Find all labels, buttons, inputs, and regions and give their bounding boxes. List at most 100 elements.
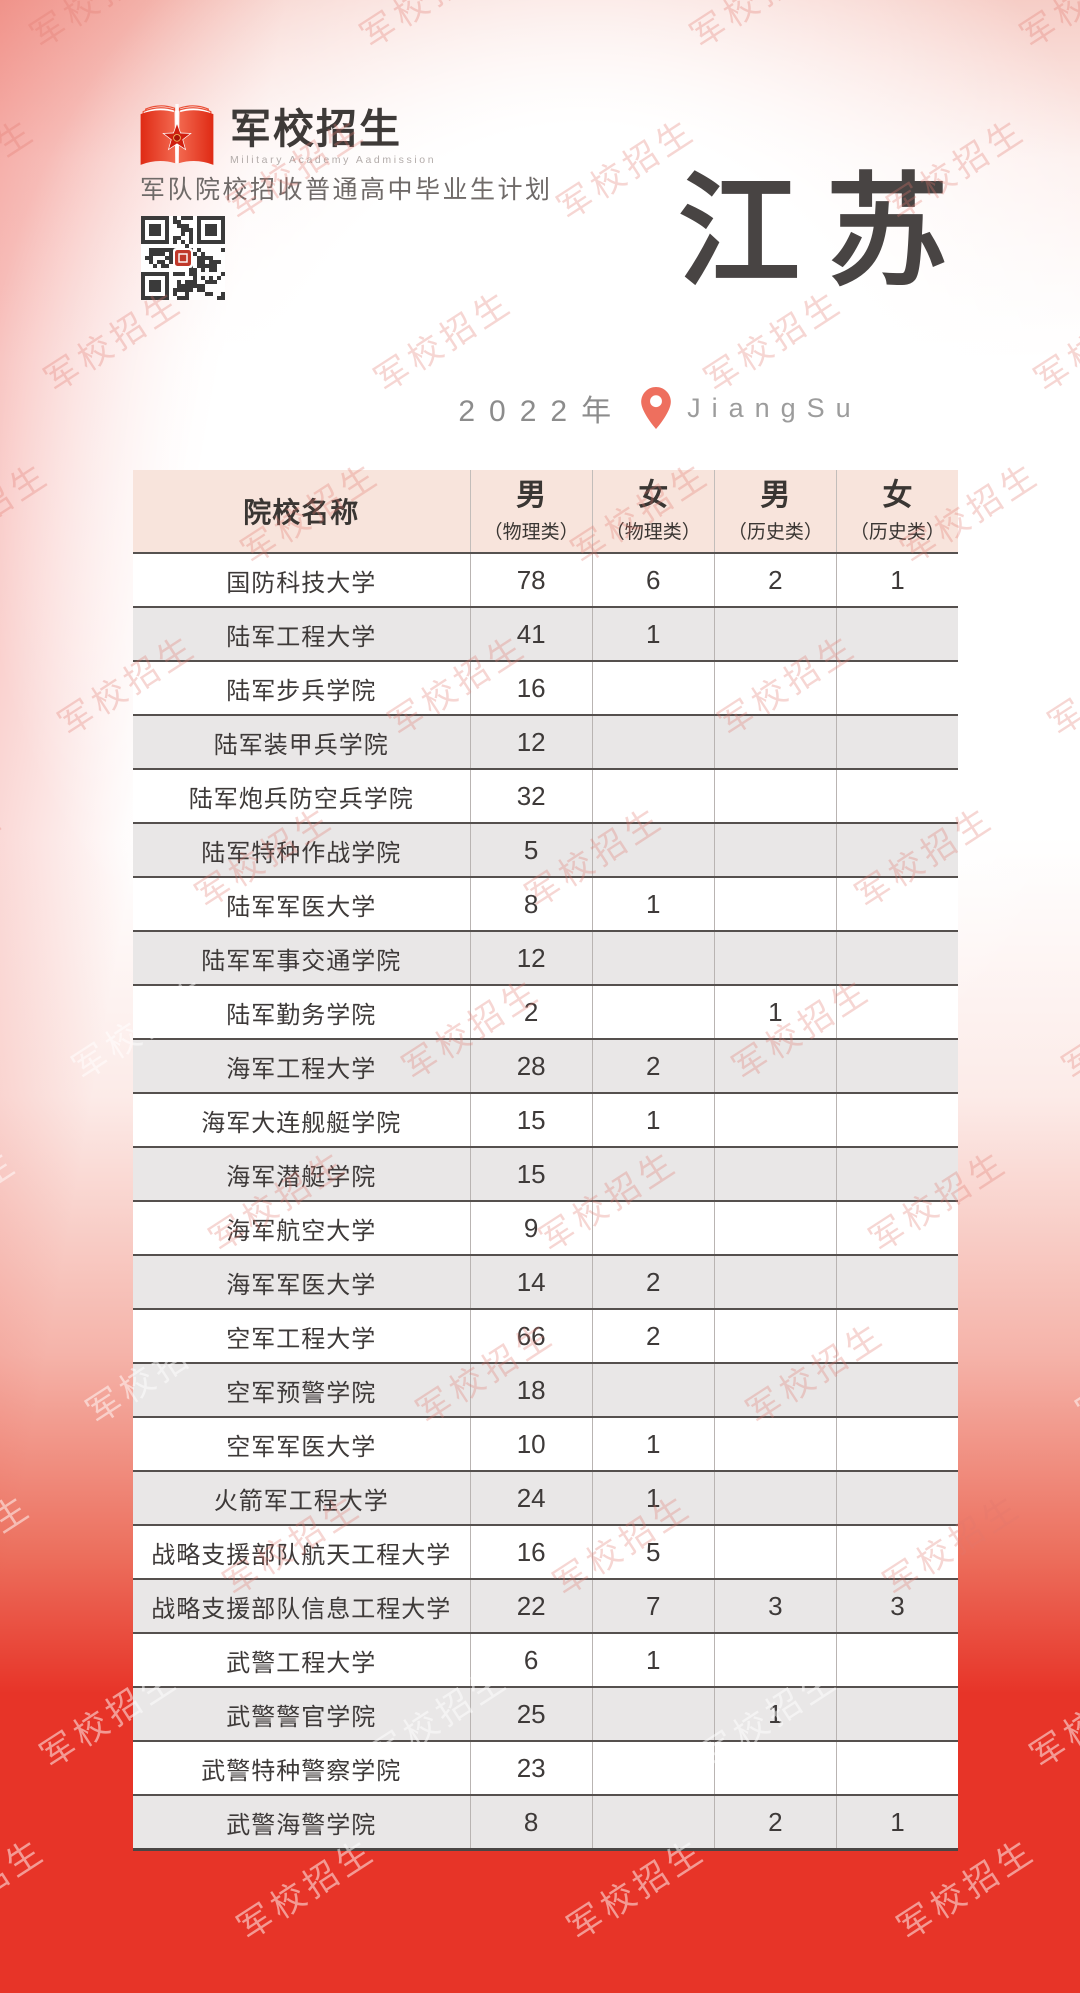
table-row: 空军工程大学 66 2 bbox=[133, 1310, 958, 1364]
plan-count-cell bbox=[713, 932, 836, 984]
plan-count-cell bbox=[591, 932, 714, 984]
plan-count-cell: 1 bbox=[713, 986, 836, 1038]
plan-count-cell: 3 bbox=[713, 1580, 836, 1632]
plan-count-cell bbox=[835, 770, 958, 822]
plan-count-cell: 15 bbox=[469, 1148, 592, 1200]
plan-count-cell bbox=[835, 662, 958, 714]
watermark-text: 军校招生 bbox=[1070, 1315, 1080, 1432]
watermark-text: 军校招生 bbox=[0, 1831, 53, 1948]
school-name-cell: 海军航空大学 bbox=[226, 1217, 377, 1245]
plan-count-cell bbox=[713, 1418, 836, 1470]
plan-count-cell bbox=[591, 716, 714, 768]
plan-count-cell: 12 bbox=[469, 932, 592, 984]
plan-count-cell: 1 bbox=[591, 1472, 714, 1524]
watermark-text: 军校招生 bbox=[679, 0, 837, 58]
plan-count-cell: 10 bbox=[469, 1418, 592, 1470]
plan-count-cell bbox=[835, 1148, 958, 1200]
school-name-cell: 武警警官学院 bbox=[226, 1703, 377, 1731]
school-name-cell: 海军工程大学 bbox=[226, 1055, 377, 1083]
plan-count-cell bbox=[591, 1742, 714, 1794]
plan-count-cell: 1 bbox=[591, 1418, 714, 1470]
plan-count-cell: 66 bbox=[469, 1310, 592, 1362]
plan-count-cell bbox=[835, 1418, 958, 1470]
school-name-cell: 空军工程大学 bbox=[226, 1325, 377, 1353]
plan-count-cell bbox=[835, 1688, 958, 1740]
plan-count-cell bbox=[835, 1202, 958, 1254]
table-row: 陆军特种作战学院 5 bbox=[133, 824, 958, 878]
plan-count-cell bbox=[713, 1742, 836, 1794]
plan-count-cell: 5 bbox=[591, 1526, 714, 1578]
plan-count-cell bbox=[835, 1094, 958, 1146]
watermark-text: 军校招生 bbox=[1056, 971, 1080, 1088]
watermark-text: 军校招生 bbox=[349, 0, 507, 58]
plan-count-cell bbox=[713, 1256, 836, 1308]
school-name-cell: 陆军军事交通学院 bbox=[201, 947, 402, 975]
plan-count-cell: 22 bbox=[469, 1580, 592, 1632]
logo-block: 军校招生 Military Academy Aadmission bbox=[134, 104, 436, 170]
plan-count-cell bbox=[835, 1364, 958, 1416]
admission-plan-table: 院校名称 男 （物理类） 女 （物理类） 男 （历史类） 女 （历史类） 国防科… bbox=[133, 470, 958, 1851]
plan-count-cell: 7 bbox=[591, 1580, 714, 1632]
plan-count-cell: 1 bbox=[835, 1796, 958, 1848]
table-row: 陆军军医大学 8 1 bbox=[133, 878, 958, 932]
plan-count-cell: 18 bbox=[469, 1364, 592, 1416]
table-row: 战略支援部队航天工程大学 16 5 bbox=[133, 1526, 958, 1580]
table-row: 空军军医大学 10 1 bbox=[133, 1418, 958, 1472]
plan-count-cell bbox=[713, 1148, 836, 1200]
plan-count-cell: 8 bbox=[469, 878, 592, 930]
school-name-cell: 陆军特种作战学院 bbox=[201, 839, 402, 867]
school-name-cell: 海军军医大学 bbox=[226, 1271, 377, 1299]
watermark-text: 军校招生 bbox=[0, 1487, 39, 1604]
plan-count-cell bbox=[835, 608, 958, 660]
plan-count-cell bbox=[591, 662, 714, 714]
table-row: 陆军军事交通学院 12 bbox=[133, 932, 958, 986]
school-name-cell: 空军预警学院 bbox=[226, 1379, 377, 1407]
logo-title: 军校招生 bbox=[230, 105, 402, 152]
plan-count-cell bbox=[835, 1256, 958, 1308]
plan-count-cell bbox=[713, 1310, 836, 1362]
school-name-cell: 海军潜艇学院 bbox=[226, 1163, 377, 1191]
school-name-cell: 陆军勤务学院 bbox=[226, 1001, 377, 1029]
plan-count-cell bbox=[835, 1634, 958, 1686]
plan-count-cell bbox=[713, 1094, 836, 1146]
plan-count-cell: 6 bbox=[469, 1634, 592, 1686]
plan-count-cell bbox=[713, 716, 836, 768]
plan-count-cell: 9 bbox=[469, 1202, 592, 1254]
plan-count-cell: 14 bbox=[469, 1256, 592, 1308]
table-row: 海军工程大学 28 2 bbox=[133, 1040, 958, 1094]
plan-count-cell: 2 bbox=[713, 1796, 836, 1848]
plan-count-cell: 2 bbox=[591, 1310, 714, 1362]
plan-count-cell: 78 bbox=[469, 554, 592, 606]
plan-count-cell: 1 bbox=[591, 1094, 714, 1146]
province-title: 江苏 bbox=[678, 159, 974, 303]
plan-count-cell bbox=[591, 1796, 714, 1848]
plan-count-cell: 15 bbox=[469, 1094, 592, 1146]
plan-count-cell bbox=[835, 1472, 958, 1524]
watermark-text: 军校招生 bbox=[1024, 1659, 1080, 1776]
plan-count-cell: 1 bbox=[713, 1688, 836, 1740]
plan-count-cell bbox=[713, 1202, 836, 1254]
plan-count-cell: 1 bbox=[591, 1634, 714, 1686]
plan-count-cell bbox=[713, 1526, 836, 1578]
plan-count-cell bbox=[713, 1634, 836, 1686]
logo-subtitle: Military Academy Aadmission bbox=[230, 153, 437, 166]
open-book-star-logo-icon bbox=[140, 104, 214, 165]
plan-count-cell bbox=[713, 1364, 836, 1416]
plan-count-cell bbox=[835, 986, 958, 1038]
table-row: 陆军炮兵防空兵学院 32 bbox=[133, 770, 958, 824]
plan-count-cell bbox=[713, 608, 836, 660]
table-row: 武警工程大学 6 1 bbox=[133, 1634, 958, 1688]
table-row: 战略支援部队信息工程大学 22 7 3 3 bbox=[133, 1580, 958, 1634]
school-name-cell: 陆军军医大学 bbox=[226, 893, 377, 921]
plan-count-cell bbox=[713, 770, 836, 822]
school-name-cell: 陆军步兵学院 bbox=[226, 677, 377, 705]
school-name-cell: 战略支援部队信息工程大学 bbox=[151, 1595, 452, 1623]
column-header-male-physics: 男 （物理类） bbox=[469, 470, 592, 552]
plan-count-cell: 1 bbox=[591, 878, 714, 930]
plan-count-cell bbox=[713, 662, 836, 714]
table-row: 武警警官学院 25 1 bbox=[133, 1688, 958, 1742]
school-name-cell: 国防科技大学 bbox=[226, 569, 377, 597]
plan-count-cell bbox=[591, 1148, 714, 1200]
table-body: 国防科技大学 78 6 2 1 陆军工程大学 41 1 陆军步兵学院 16 陆军装甲兵学院 12 陆军炮… bbox=[133, 554, 958, 1851]
